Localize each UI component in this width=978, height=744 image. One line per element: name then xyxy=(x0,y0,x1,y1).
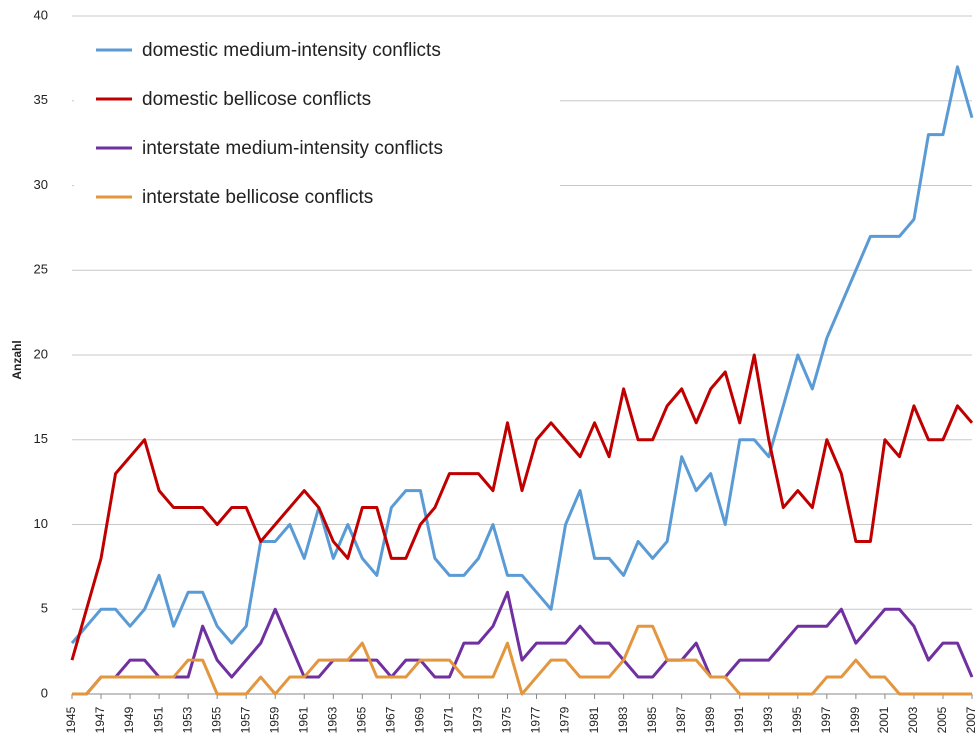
x-tick-label: 1957 xyxy=(238,706,252,733)
y-tick-label: 40 xyxy=(34,7,48,22)
x-tick-label: 1975 xyxy=(500,706,514,733)
x-tick-label: 1973 xyxy=(471,706,485,733)
y-tick-label: 5 xyxy=(41,601,48,616)
x-tick-label: 1951 xyxy=(151,706,165,733)
y-tick-label: 25 xyxy=(34,262,48,277)
x-tick-label: 1945 xyxy=(64,706,78,733)
data-line xyxy=(70,65,974,645)
x-tick-label: 1999 xyxy=(848,706,862,733)
data-line xyxy=(72,590,974,696)
x-tick-label: 1995 xyxy=(790,706,804,733)
x-tick-label: 1989 xyxy=(703,706,717,733)
x-tick-label: 1987 xyxy=(674,706,688,733)
x-tick-label: 1991 xyxy=(732,706,746,733)
legend-box xyxy=(74,30,560,230)
data-line xyxy=(70,353,974,661)
y-tick-label: 10 xyxy=(34,516,48,531)
x-tick-label: 2007 xyxy=(964,706,978,733)
legend: domestic medium-intensity conflicts domes… xyxy=(74,30,560,230)
y-tick-label: 30 xyxy=(34,177,48,192)
legend-label: domestic bellicose conflicts xyxy=(142,89,371,110)
data-line xyxy=(72,624,972,696)
x-tick-label: 2003 xyxy=(906,706,920,733)
x-tick-label: 1981 xyxy=(587,706,601,733)
x-tick-label: 2005 xyxy=(935,706,949,733)
x-tick-label: 1983 xyxy=(616,706,630,733)
legend-label: interstate medium-intensity conflicts xyxy=(142,138,443,159)
legend-label: interstate bellicose conflicts xyxy=(142,187,373,208)
x-tick-label: 1997 xyxy=(819,706,833,733)
y-axis-label: Anzahl xyxy=(10,340,24,379)
x-tick-label: 1961 xyxy=(296,706,310,733)
x-tick-label: 1993 xyxy=(761,706,775,733)
x-tick-label: 1965 xyxy=(354,706,368,733)
legend-label: domestic medium-intensity conflicts xyxy=(142,40,441,61)
x-tick-label: 1949 xyxy=(122,706,136,733)
x-tick-label: 1947 xyxy=(93,706,107,733)
x-tick-label: 1963 xyxy=(325,706,339,733)
y-tick-label: 0 xyxy=(41,685,48,700)
x-tick-label: 1977 xyxy=(529,706,543,733)
x-tick-label: 1967 xyxy=(384,706,398,733)
x-tick-label: 1971 xyxy=(442,706,456,733)
x-tick-label: 1959 xyxy=(267,706,281,733)
y-tick-label: 35 xyxy=(34,92,48,107)
x-tick-label: 1955 xyxy=(209,706,223,733)
x-tick-label: 2001 xyxy=(877,706,891,733)
y-tick-label: 20 xyxy=(34,346,48,361)
x-tick-label: 1953 xyxy=(180,706,194,733)
x-tick-label: 1969 xyxy=(413,706,427,733)
x-tick-label: 1979 xyxy=(558,706,572,733)
x-tick-label: 1985 xyxy=(645,706,659,733)
y-tick-label: 15 xyxy=(34,431,48,446)
